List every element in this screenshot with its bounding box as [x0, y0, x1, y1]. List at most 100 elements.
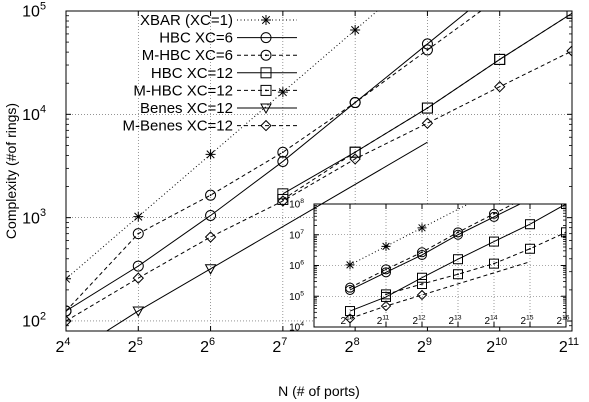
star-marker — [133, 211, 144, 222]
square-marker — [345, 306, 355, 317]
dot-circle-marker — [345, 282, 355, 293]
circle-marker — [277, 155, 289, 167]
circle-marker — [381, 267, 391, 278]
legend-entry: M-Benes XC=12 — [123, 118, 297, 135]
diamond-marker — [132, 272, 144, 284]
diamond-marker — [260, 119, 272, 132]
star-marker — [277, 87, 288, 98]
diamond-marker — [421, 117, 434, 129]
diamond-marker — [494, 81, 506, 93]
dot-circle-marker — [489, 208, 499, 219]
star-marker — [417, 223, 427, 233]
series-0 — [66, 11, 378, 284]
circle-marker — [345, 284, 355, 295]
star-marker — [261, 15, 271, 25]
legend-label: HBC XC=12 — [151, 65, 233, 82]
dot-circle-marker — [277, 146, 289, 158]
legend-entry: M-HBC XC=6 — [142, 47, 297, 64]
dot-circle-marker — [453, 227, 463, 238]
series-line — [105, 141, 428, 331]
y-tick-label: 106 — [289, 260, 304, 273]
diamond-marker — [566, 45, 572, 57]
x-tick-label: 27 — [272, 336, 287, 356]
series-5 — [105, 141, 428, 331]
legend-label: M-HBC XC=12 — [133, 82, 233, 99]
dot-circle-marker — [260, 49, 272, 61]
x-tick-label: 215 — [520, 315, 533, 328]
inset-grid — [314, 203, 567, 328]
series-line — [66, 50, 572, 322]
legend-label: M-HBC XC=6 — [142, 47, 233, 64]
y-tick-label: 105 — [289, 290, 304, 303]
dot-circle-marker — [417, 247, 427, 258]
x-tick-label: 29 — [417, 336, 432, 356]
y-tick-label: 107 — [289, 229, 304, 242]
y-axis-label: Complexity (#of rings) — [3, 103, 19, 239]
dot-circle-marker — [381, 264, 391, 275]
series-markers — [345, 211, 499, 295]
y-tick-label: 105 — [22, 0, 46, 20]
triangle-marker — [204, 264, 217, 275]
dot-square-marker — [417, 279, 427, 290]
series-line — [349, 204, 566, 312]
series-0 — [345, 204, 470, 270]
series-5 — [344, 261, 531, 324]
dot-square-marker — [453, 269, 463, 280]
x-tick-label: 211 — [377, 315, 390, 328]
legend-entry: HBC XC=6 — [159, 30, 297, 47]
series-markers — [344, 289, 428, 324]
series-markers — [66, 24, 361, 284]
x-tick-label: 25 — [128, 336, 143, 356]
series-line — [349, 204, 522, 291]
series-3 — [345, 204, 566, 317]
main-series — [66, 11, 572, 331]
inset-series — [344, 204, 566, 324]
series-6 — [66, 45, 572, 327]
series-markers — [345, 204, 566, 317]
star-marker — [345, 260, 355, 270]
dot-square-marker — [381, 289, 391, 300]
series-line — [349, 261, 531, 319]
legend-label: Benes XC=12 — [140, 100, 233, 117]
x-tick-label: 210 — [486, 336, 507, 356]
circle-marker — [417, 249, 427, 260]
dot-circle-marker — [132, 228, 144, 240]
x-tick-label: 210 — [340, 315, 353, 328]
legend-entry: M-HBC XC=12 — [133, 82, 297, 99]
y-tick-label: 103 — [22, 207, 46, 227]
dot-circle-marker — [205, 189, 217, 201]
series-line — [66, 11, 469, 312]
series-2 — [345, 204, 515, 293]
series-4 — [277, 11, 572, 205]
circle-marker — [205, 209, 217, 221]
dot-square-marker — [525, 243, 535, 254]
diamond-marker — [204, 231, 217, 243]
main-tick-labels: 24 25 26 27 28 29 210 211 102 103 104 105 — [22, 0, 579, 356]
x-tick-label: 28 — [345, 336, 360, 356]
x-tick-label: 213 — [448, 315, 461, 328]
legend-entry: HBC XC=12 — [151, 65, 297, 82]
series-markers — [345, 208, 499, 293]
legend-label: M-Benes XC=12 — [123, 118, 233, 135]
legend-entry: XBAR (XC=1) — [140, 12, 297, 29]
dot-circle-marker — [421, 44, 433, 56]
x-axis-label: N (# of ports) — [278, 383, 360, 399]
diamond-marker — [66, 315, 72, 327]
x-tick-label: 211 — [559, 336, 579, 356]
y-tick-label: 104 — [289, 321, 304, 334]
dot-square-marker — [349, 146, 361, 158]
square-marker — [453, 254, 463, 265]
diamond-marker — [380, 300, 392, 312]
circle-marker — [132, 260, 144, 272]
y-tick-label: 102 — [22, 310, 46, 330]
series-markers — [132, 264, 217, 318]
star-marker — [205, 149, 216, 160]
circle-marker — [489, 211, 499, 222]
plot-frame — [65, 10, 573, 332]
square-marker — [525, 219, 535, 230]
square-marker — [489, 236, 499, 247]
y-tick-label: 104 — [22, 104, 46, 124]
